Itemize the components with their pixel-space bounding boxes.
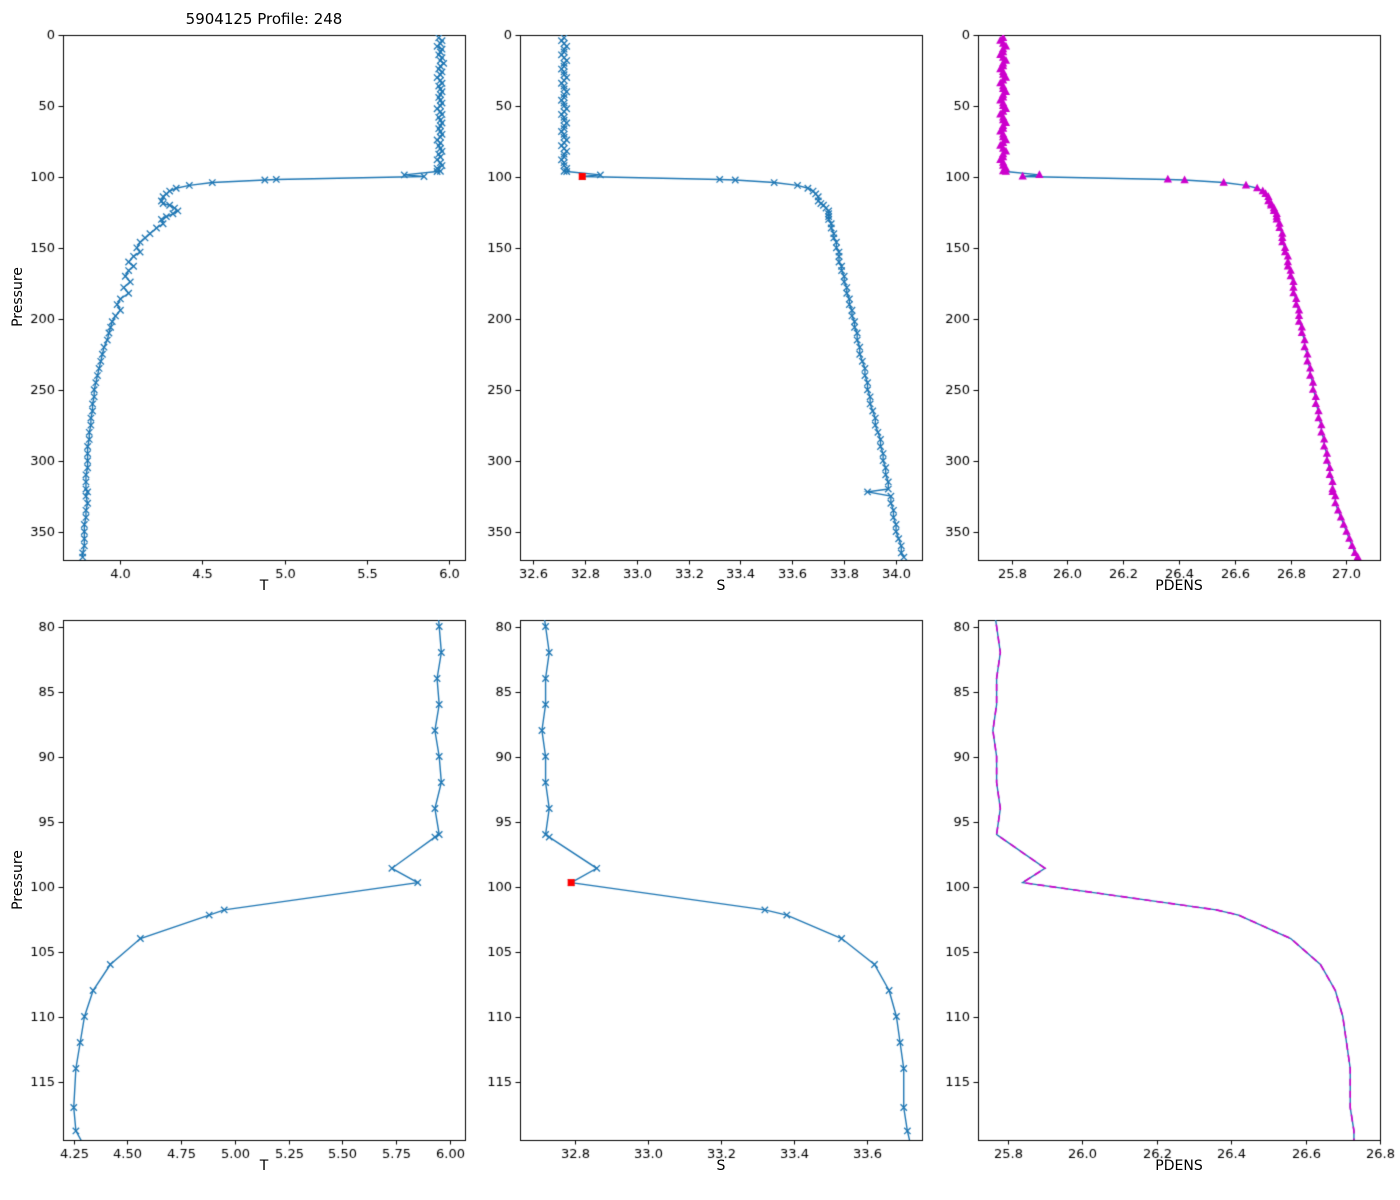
xlabel-t-full: T	[259, 578, 269, 594]
xlabel-t-zoom: T	[259, 1158, 269, 1174]
xlabel-s-zoom: S	[716, 1158, 726, 1174]
figure-title: 5904125 Profile: 248	[185, 10, 343, 28]
ylabel-pressure-bottom: Pressure	[10, 850, 26, 910]
xlabel-pdens-full: PDENS	[1155, 578, 1203, 594]
xlabel-s-full: S	[716, 578, 726, 594]
ylabel-pressure-top: Pressure	[10, 267, 26, 327]
xlabel-pdens-zoom: PDENS	[1155, 1158, 1203, 1174]
